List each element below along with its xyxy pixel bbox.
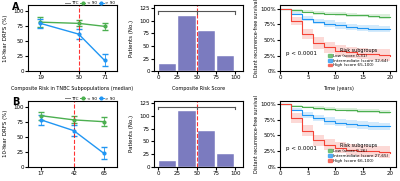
X-axis label: Time (years): Time (years) — [323, 86, 354, 91]
Bar — [178, 16, 196, 71]
Legend: Low (score 0-31), Intermediate (score 32-64), High (score 65-100): Low (score 0-31), Intermediate (score 32… — [326, 46, 390, 69]
Bar — [159, 161, 176, 167]
Y-axis label: 10-Year DRFS (%): 10-Year DRFS (%) — [3, 15, 8, 62]
Bar — [198, 131, 215, 167]
Y-axis label: Patients (No.): Patients (No.) — [129, 115, 134, 152]
Y-axis label: 10-Year DRFS (%): 10-Year DRFS (%) — [3, 110, 8, 157]
Y-axis label: Distant recurrence-free survival: Distant recurrence-free survival — [254, 95, 259, 173]
Y-axis label: Patients (No.): Patients (No.) — [129, 20, 134, 57]
Bar — [178, 111, 196, 167]
Y-axis label: Distant recurrence-free survival: Distant recurrence-free survival — [254, 0, 259, 77]
X-axis label: Composite Risk in TNBC Subpopulations (median): Composite Risk in TNBC Subpopulations (m… — [12, 86, 134, 91]
X-axis label: Composite Risk Score: Composite Risk Score — [172, 86, 225, 91]
Bar — [198, 31, 215, 71]
Text: p < 0.0001: p < 0.0001 — [286, 146, 317, 151]
Legend: Low (score 0-26), Intermediate (score 27-65), High (score 66-100): Low (score 0-26), Intermediate (score 27… — [326, 142, 390, 164]
Legend: TTC, < 90, > 90: TTC, < 90, > 90 — [63, 0, 117, 7]
Bar — [217, 56, 234, 71]
Bar — [217, 154, 234, 167]
Text: p < 0.0001: p < 0.0001 — [286, 51, 317, 56]
Legend: TTC, < 90, > 90: TTC, < 90, > 90 — [63, 95, 117, 102]
Text: A: A — [12, 2, 20, 12]
Bar — [159, 64, 176, 71]
Text: B: B — [12, 98, 19, 108]
